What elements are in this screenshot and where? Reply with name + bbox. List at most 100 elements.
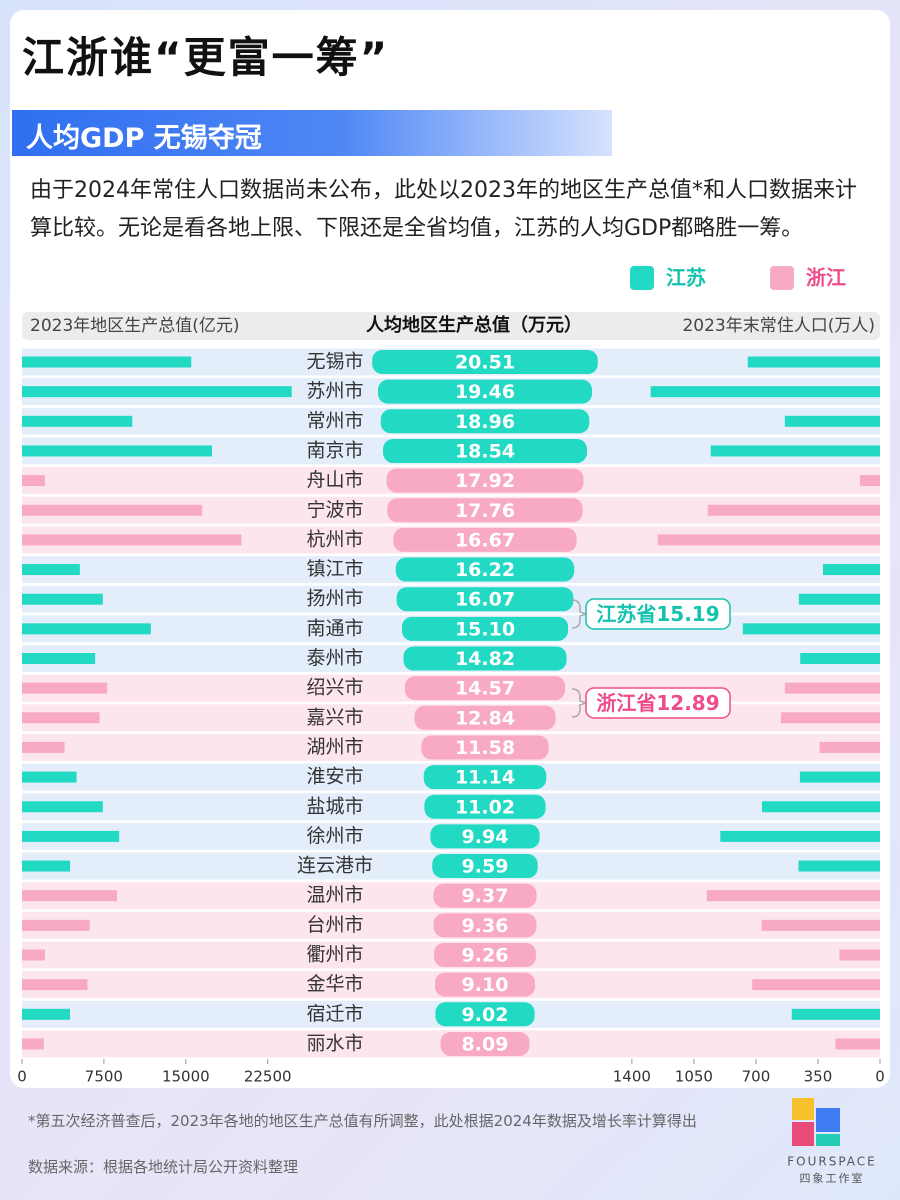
x-tick-label: 22500 <box>244 1068 292 1086</box>
population-bar <box>747 356 880 368</box>
per-capita-bar <box>430 824 540 849</box>
annotation-name: 江苏省 <box>596 602 656 626</box>
per-capita-label: 9.02 <box>462 1004 509 1026</box>
city-label: 杭州市 <box>306 528 363 550</box>
legend-label: 江苏 <box>666 266 706 290</box>
population-bar <box>819 741 880 753</box>
city-label: 湖州市 <box>306 736 363 758</box>
per-capita-label: 17.76 <box>455 500 515 522</box>
population-bar <box>798 593 880 605</box>
per-capita-bar <box>377 379 593 404</box>
gdp-bar <box>22 1038 44 1050</box>
gdp-bar <box>22 860 71 872</box>
gdp-bar <box>22 475 45 487</box>
city-label: 金华市 <box>306 973 363 995</box>
title: 江浙谁“更富一筹” <box>22 33 390 82</box>
city-label: 镇江市 <box>306 558 363 580</box>
legend-swatch <box>770 266 794 290</box>
x-tick-label: 7500 <box>85 1068 123 1086</box>
header-right: 2023年末常住人口(万人) <box>682 316 875 336</box>
city-label: 宁波市 <box>306 499 363 521</box>
x-tick-label: 700 <box>742 1068 771 1086</box>
per-capita-label: 9.59 <box>462 856 509 878</box>
logo-block <box>792 1122 814 1146</box>
city-label: 淮安市 <box>306 766 363 788</box>
logo-subname: 四象工作室 <box>800 1171 865 1185</box>
city-label: 扬州市 <box>306 588 363 610</box>
per-capita-label: 16.07 <box>455 589 515 611</box>
header-left: 2023年地区生产总值(亿元) <box>30 316 240 336</box>
city-label: 常州市 <box>306 410 363 432</box>
city-label: 宿迁市 <box>306 1003 363 1025</box>
city-label: 盐城市 <box>306 795 363 817</box>
gdp-bar <box>22 564 80 576</box>
gdp-bar <box>22 979 88 991</box>
gdp-bar <box>22 771 77 783</box>
footnote: *第五次经济普查后，2023年各地的地区生产总值有所调整，此处根据2024年数据… <box>28 1112 697 1130</box>
per-capita-label: 18.96 <box>455 411 515 433</box>
per-capita-bar <box>421 735 549 760</box>
population-bar <box>720 830 880 842</box>
city-label: 舟山市 <box>306 469 363 491</box>
per-capita-bar <box>387 498 583 523</box>
city-label: 嘉兴市 <box>306 706 363 728</box>
x-tick-label: 350 <box>804 1068 833 1086</box>
gdp-bar <box>22 1008 71 1020</box>
per-capita-bar <box>386 468 584 493</box>
city-label: 无锡市 <box>306 351 363 373</box>
per-capita-label: 20.51 <box>455 352 515 374</box>
population-bar <box>798 860 880 872</box>
x-tick-label: 0 <box>17 1068 27 1086</box>
per-capita-label: 9.94 <box>462 826 509 848</box>
gdp-bar <box>22 415 133 427</box>
per-capita-label: 9.37 <box>462 885 509 907</box>
population-bar <box>784 682 880 694</box>
gdp-bar <box>22 919 90 931</box>
city-label: 温州市 <box>306 884 363 906</box>
per-capita-bar <box>396 587 574 612</box>
per-capita-label: 11.02 <box>455 796 515 818</box>
city-label: 南京市 <box>306 439 363 461</box>
gdp-bar <box>22 801 103 813</box>
population-bar <box>799 771 880 783</box>
gdp-bar <box>22 949 45 961</box>
per-capita-label: 14.82 <box>455 648 515 670</box>
per-capita-bar <box>423 765 547 790</box>
population-bar <box>752 979 880 991</box>
population-bar <box>650 386 880 398</box>
city-label: 台州市 <box>306 914 363 936</box>
population-bar <box>742 623 880 635</box>
annotation-name: 浙江省 <box>596 690 656 714</box>
annotation-value: 15.19 <box>656 602 719 626</box>
population-bar <box>780 712 880 724</box>
annotation-label: 江苏省15.19 <box>596 602 719 626</box>
per-capita-bar <box>440 1031 530 1056</box>
gdp-bar <box>22 356 192 368</box>
population-bar <box>761 801 880 813</box>
per-capita-bar <box>433 883 537 908</box>
logo-name: FOURSPACE <box>787 1155 877 1169</box>
header-bg <box>22 312 880 340</box>
x-tick-label: 15000 <box>162 1068 210 1086</box>
per-capita-label: 19.46 <box>455 381 515 403</box>
city-label: 苏州市 <box>306 380 363 402</box>
population-bar <box>707 504 880 516</box>
city-label: 泰州市 <box>306 647 363 669</box>
per-capita-bar <box>433 913 537 938</box>
per-capita-bar <box>393 527 577 552</box>
gdp-bar <box>22 830 120 842</box>
city-label: 连云港市 <box>297 855 373 877</box>
city-label: 衢州市 <box>306 944 363 966</box>
city-label: 南通市 <box>306 617 363 639</box>
gdp-bar <box>22 386 292 398</box>
population-bar <box>839 949 880 961</box>
population-bar <box>835 1038 880 1050</box>
population-bar <box>800 653 880 664</box>
per-capita-label: 9.26 <box>462 945 509 967</box>
gdp-bar <box>22 741 65 753</box>
population-bar <box>761 919 880 931</box>
city-label: 丽水市 <box>306 1032 363 1054</box>
per-capita-label: 9.10 <box>462 974 509 996</box>
per-capita-label: 8.09 <box>462 1033 509 1055</box>
